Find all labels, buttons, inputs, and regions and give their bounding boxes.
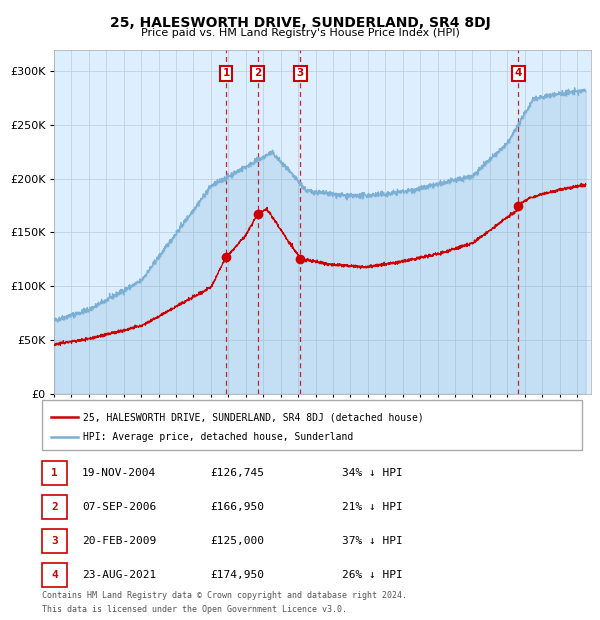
Text: Contains HM Land Registry data © Crown copyright and database right 2024.: Contains HM Land Registry data © Crown c… [42, 591, 407, 600]
Text: HPI: Average price, detached house, Sunderland: HPI: Average price, detached house, Sund… [83, 432, 353, 442]
Text: 23-AUG-2021: 23-AUG-2021 [82, 570, 157, 580]
Text: 26% ↓ HPI: 26% ↓ HPI [342, 570, 403, 580]
Text: 2: 2 [254, 68, 261, 78]
Text: 1: 1 [223, 68, 230, 78]
Text: 34% ↓ HPI: 34% ↓ HPI [342, 467, 403, 478]
Text: 3: 3 [297, 68, 304, 78]
Text: 4: 4 [515, 68, 522, 78]
Text: £174,950: £174,950 [210, 570, 264, 580]
Text: 25, HALESWORTH DRIVE, SUNDERLAND, SR4 8DJ: 25, HALESWORTH DRIVE, SUNDERLAND, SR4 8D… [110, 16, 490, 30]
Text: 19-NOV-2004: 19-NOV-2004 [82, 467, 157, 478]
Text: £126,745: £126,745 [210, 467, 264, 478]
Text: £166,950: £166,950 [210, 502, 264, 512]
Text: 4: 4 [51, 570, 58, 580]
Text: 25, HALESWORTH DRIVE, SUNDERLAND, SR4 8DJ (detached house): 25, HALESWORTH DRIVE, SUNDERLAND, SR4 8D… [83, 412, 424, 422]
Text: 2: 2 [51, 502, 58, 512]
Text: 21% ↓ HPI: 21% ↓ HPI [342, 502, 403, 512]
Text: This data is licensed under the Open Government Licence v3.0.: This data is licensed under the Open Gov… [42, 604, 347, 614]
Text: Price paid vs. HM Land Registry's House Price Index (HPI): Price paid vs. HM Land Registry's House … [140, 28, 460, 38]
Text: £125,000: £125,000 [210, 536, 264, 546]
Text: 3: 3 [51, 536, 58, 546]
Text: 07-SEP-2006: 07-SEP-2006 [82, 502, 157, 512]
Text: 37% ↓ HPI: 37% ↓ HPI [342, 536, 403, 546]
Text: 20-FEB-2009: 20-FEB-2009 [82, 536, 157, 546]
Text: 1: 1 [51, 467, 58, 478]
